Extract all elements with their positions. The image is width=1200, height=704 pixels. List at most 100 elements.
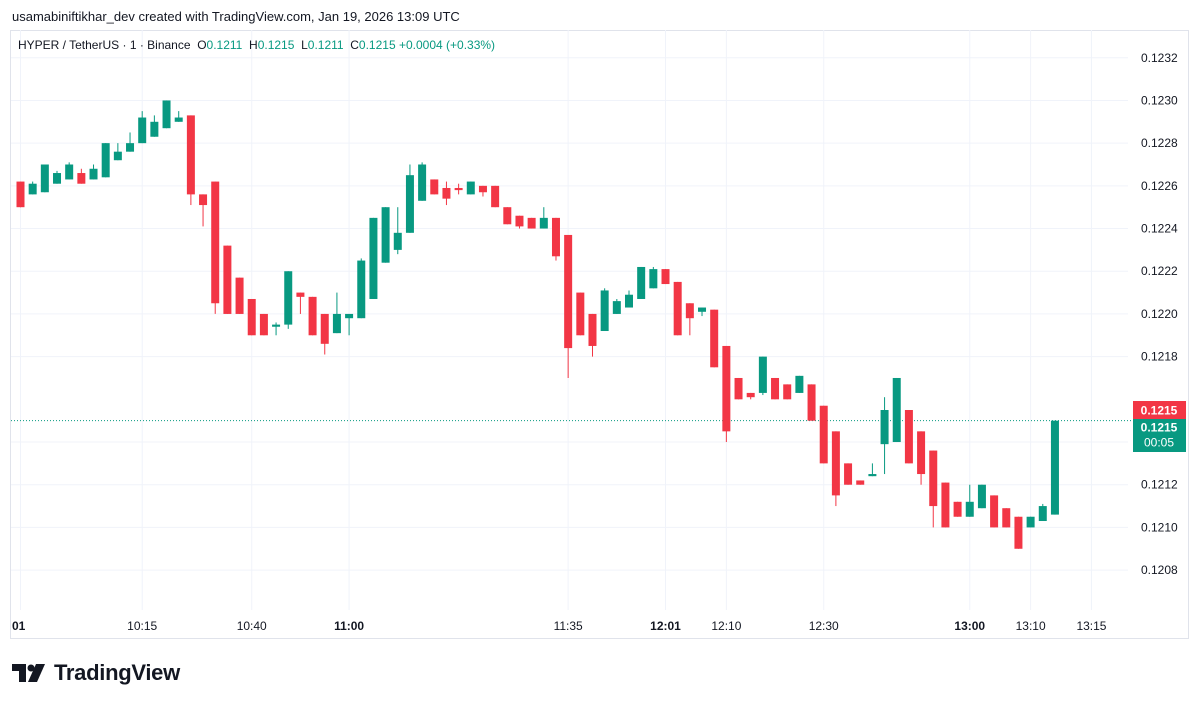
candle[interactable] [953,501,962,517]
candle[interactable] [454,183,463,195]
candle[interactable] [284,271,293,329]
candle[interactable] [661,269,670,285]
candle-body [418,164,427,201]
candle[interactable] [40,164,49,193]
candle[interactable] [199,194,208,227]
candle[interactable] [612,298,621,314]
candle[interactable] [1050,420,1059,515]
candle[interactable] [332,292,341,334]
candle[interactable] [478,185,487,197]
candle[interactable] [844,463,853,485]
candle[interactable] [259,313,268,336]
candle[interactable] [53,170,62,184]
candle[interactable] [539,207,548,229]
candle[interactable] [868,463,877,477]
candle[interactable] [211,181,220,314]
candle[interactable] [771,377,780,400]
candle[interactable] [405,164,414,233]
candle[interactable] [1026,516,1035,528]
candle[interactable] [564,234,573,378]
candle[interactable] [174,111,183,122]
candle[interactable] [892,377,901,443]
candle-body [430,179,439,195]
candle[interactable] [345,313,354,336]
candle[interactable] [795,375,804,393]
candle-body [977,484,986,509]
candle[interactable] [965,484,974,517]
candle[interactable] [625,290,633,308]
candle[interactable] [296,292,305,314]
candle-body [892,377,901,443]
candle[interactable] [308,296,317,336]
candle[interactable] [831,431,840,507]
candle[interactable] [576,292,585,336]
candle[interactable] [1002,508,1011,528]
candle[interactable] [320,313,329,355]
candle[interactable] [16,181,25,208]
candle[interactable] [710,309,719,368]
candle[interactable] [138,111,147,144]
candle[interactable] [685,303,694,336]
candle[interactable] [272,322,281,336]
candle[interactable] [150,115,159,137]
candle-body [1014,516,1023,549]
candle[interactable] [819,405,828,464]
candle[interactable] [369,217,378,299]
candle[interactable] [758,356,767,396]
candle[interactable] [917,431,926,485]
ohlc-legend: HYPER / TetherUS · 1 · Binance O 0.1211 H… [18,38,495,52]
candle-body [917,431,926,475]
candle[interactable] [904,410,913,464]
candle[interactable] [186,115,195,206]
candle[interactable] [381,207,390,263]
candle[interactable] [77,168,86,184]
candle-body [491,185,500,208]
candle[interactable] [783,384,792,400]
candle[interactable] [65,162,74,180]
candle[interactable] [223,245,232,314]
candle[interactable] [162,100,171,129]
candle[interactable] [880,397,889,475]
candle[interactable] [101,143,110,178]
candle[interactable] [856,480,865,485]
candle[interactable] [734,377,743,400]
candle[interactable] [990,495,999,528]
candle[interactable] [503,207,512,225]
candle[interactable] [551,217,560,261]
candle[interactable] [649,266,658,289]
candle[interactable] [600,288,609,332]
candle[interactable] [941,482,950,528]
candle[interactable] [1038,503,1047,522]
candle[interactable] [807,384,816,421]
candle[interactable] [430,179,439,195]
candle[interactable] [588,313,597,357]
high-label: H [249,38,258,52]
candle[interactable] [929,450,938,528]
tradingview-branding[interactable]: TradingView [12,660,180,686]
candle[interactable] [637,266,646,299]
candle-body [990,495,999,528]
candle[interactable] [235,277,244,314]
candle[interactable] [722,345,731,443]
candle[interactable] [442,181,451,206]
candle[interactable] [466,181,475,195]
candle[interactable] [89,164,98,180]
candle[interactable] [527,217,536,229]
candle[interactable] [126,132,135,152]
candle[interactable] [491,185,500,208]
candle[interactable] [418,162,427,201]
candle[interactable] [247,298,256,336]
candle[interactable] [977,484,986,509]
symbol-label[interactable]: HYPER / TetherUS · 1 · Binance [18,38,191,52]
candle[interactable] [28,181,37,195]
candle[interactable] [357,258,366,319]
candle[interactable] [515,215,524,229]
candle[interactable] [1014,516,1023,549]
candle[interactable] [698,307,707,317]
candle[interactable] [113,143,122,161]
candle[interactable] [746,392,755,400]
candle-body [405,175,414,233]
candle[interactable] [393,207,402,255]
candle[interactable] [673,281,682,336]
